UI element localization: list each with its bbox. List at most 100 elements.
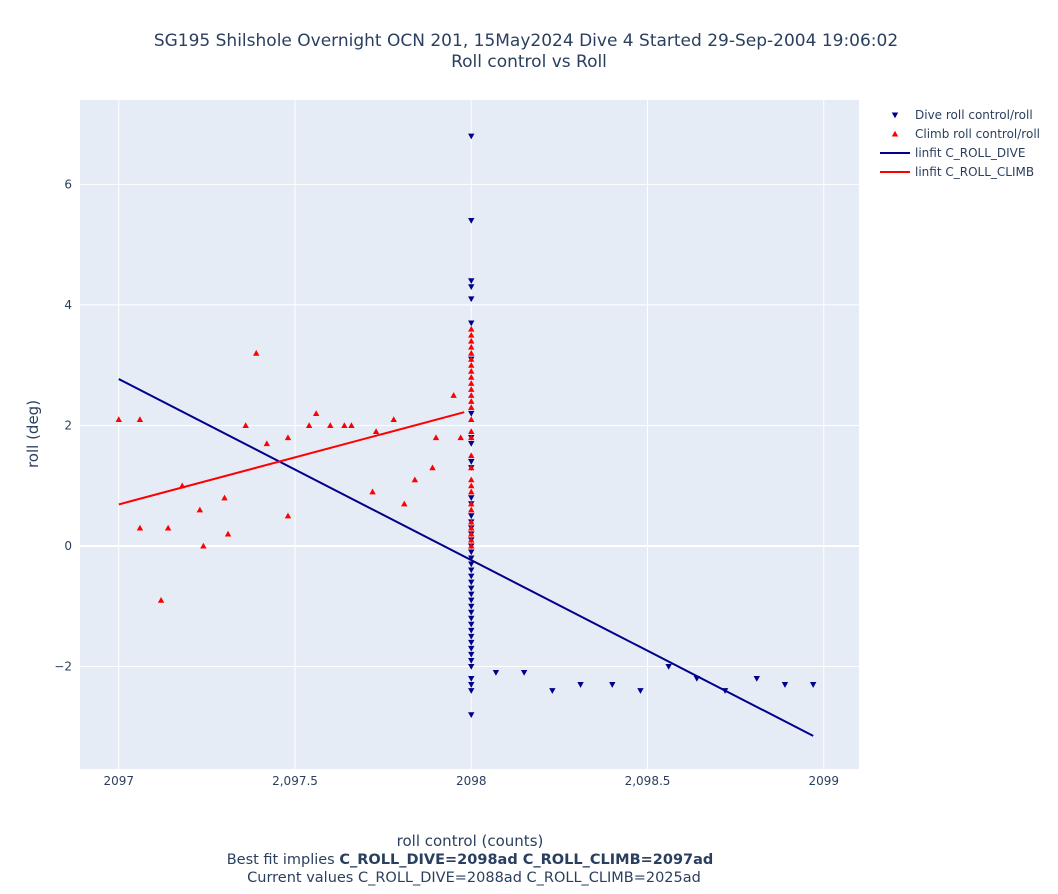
legend-marker <box>891 112 899 119</box>
dive-marker <box>468 682 475 688</box>
climb-marker <box>196 506 204 513</box>
climb-marker <box>157 597 165 603</box>
dive-marker <box>468 217 475 224</box>
climb-marker <box>136 416 144 422</box>
dive-marker <box>492 670 500 676</box>
dive-marker <box>468 603 475 610</box>
climb-marker <box>468 325 475 332</box>
climb-marker <box>369 488 376 495</box>
dive-marker <box>468 573 475 580</box>
legend-label: linfit C_ROLL_DIVE <box>915 146 1025 160</box>
climb-marker <box>327 422 334 429</box>
climb-marker <box>468 374 475 380</box>
legend: Dive roll control/roll Climb roll control… <box>880 108 1040 179</box>
climb-marker <box>468 542 475 549</box>
climb-marker <box>468 337 475 344</box>
climb-marker <box>450 392 457 398</box>
footer-best-fit: Best fit implies C_ROLL_DIVE=2098ad C_RO… <box>227 852 714 868</box>
climb-marker <box>468 500 475 507</box>
dive-marker <box>468 561 475 568</box>
dive-marker <box>468 663 475 670</box>
fit-line <box>118 411 465 506</box>
dive-marker <box>468 555 475 562</box>
climb-marker <box>253 349 260 356</box>
dive-marker <box>637 688 644 694</box>
dive-marker <box>468 296 475 303</box>
climb-marker <box>468 380 475 386</box>
climb-marker <box>242 422 249 429</box>
dive-marker <box>468 676 475 682</box>
legend-item[interactable]: linfit C_ROLL_DIVE <box>880 146 1025 160</box>
chart-title-line1: SG195 Shilshole Overnight OCN 201, 15May… <box>154 31 898 51</box>
climb-marker <box>341 422 348 429</box>
climb-marker <box>468 452 475 459</box>
climb-marker <box>429 464 436 471</box>
x-tick-label: 2097 <box>104 774 135 788</box>
legend-label: Climb roll control/roll <box>915 127 1040 141</box>
climb-marker <box>468 361 475 368</box>
dive-marker <box>468 410 475 417</box>
legend-marker <box>891 130 899 137</box>
footer-current-values: Current values C_ROLL_DIVE=2088ad C_ROLL… <box>247 870 701 886</box>
climb-marker <box>468 349 475 356</box>
climb-marker <box>468 398 475 404</box>
climb-marker <box>468 530 475 537</box>
dive-marker <box>468 495 475 501</box>
climb-marker <box>468 404 475 410</box>
dive-marker <box>781 682 789 688</box>
dive-marker <box>577 682 584 688</box>
climb-marker <box>390 416 397 422</box>
x-axis-title: roll control (counts) <box>397 832 544 850</box>
climb-marker <box>457 434 464 441</box>
climb-marker <box>468 524 475 531</box>
dive-marker <box>809 682 817 688</box>
climb-marker <box>221 494 228 501</box>
dive-marker <box>468 688 475 694</box>
climb-marker <box>468 386 475 392</box>
climb-marker <box>263 440 271 447</box>
dive-marker <box>468 657 475 664</box>
climb-marker <box>200 542 207 549</box>
dive-marker <box>753 676 760 682</box>
dive-marker <box>468 621 475 628</box>
y-tick-label: 6 <box>64 177 72 191</box>
legend-item[interactable]: linfit C_ROLL_CLIMB <box>880 165 1034 179</box>
x-tick-label: 2,097.5 <box>272 774 318 788</box>
dive-marker <box>468 567 475 574</box>
dive-marker <box>468 712 475 718</box>
y-axis-title: roll (deg) <box>24 400 42 468</box>
climb-marker <box>468 434 475 441</box>
footer-best-fit-values: C_ROLL_DIVE=2098ad C_ROLL_CLIMB=2097ad <box>339 852 713 868</box>
climb-marker <box>468 392 475 398</box>
dive-marker <box>549 688 556 694</box>
dive-marker <box>721 688 729 694</box>
dive-marker <box>468 278 475 285</box>
dive-marker <box>520 670 528 676</box>
legend-item[interactable]: Climb roll control/roll <box>891 127 1040 141</box>
dive-marker <box>468 579 475 586</box>
dive-marker <box>468 320 475 327</box>
axis-ticks: 2097 2,097.5 2098 2,098.5 2099 −2 0 2 4 6 <box>54 177 839 788</box>
plot-area <box>80 100 859 769</box>
climb-marker <box>164 524 172 531</box>
dive-marker <box>468 549 475 556</box>
dive-marker <box>468 591 475 598</box>
x-tick-label: 2,098.5 <box>625 774 671 788</box>
dive-marker <box>468 284 475 291</box>
climb-marker <box>468 518 475 525</box>
legend-label: Dive roll control/roll <box>915 108 1033 122</box>
y-tick-label: 4 <box>64 298 72 312</box>
dive-marker <box>468 513 475 520</box>
legend-item[interactable]: Dive roll control/roll <box>891 108 1033 122</box>
climb-marker <box>401 500 408 507</box>
climb-marker <box>411 476 419 483</box>
legend-label: linfit C_ROLL_CLIMB <box>915 165 1034 179</box>
climb-marker <box>305 422 313 429</box>
climb-marker <box>468 368 475 374</box>
climb-marker <box>468 506 475 513</box>
dive-marker <box>468 627 475 634</box>
dive-marker <box>468 597 475 604</box>
y-tick-label: 2 <box>64 418 72 432</box>
climb-marker <box>372 428 380 435</box>
dive-marker <box>468 440 475 447</box>
